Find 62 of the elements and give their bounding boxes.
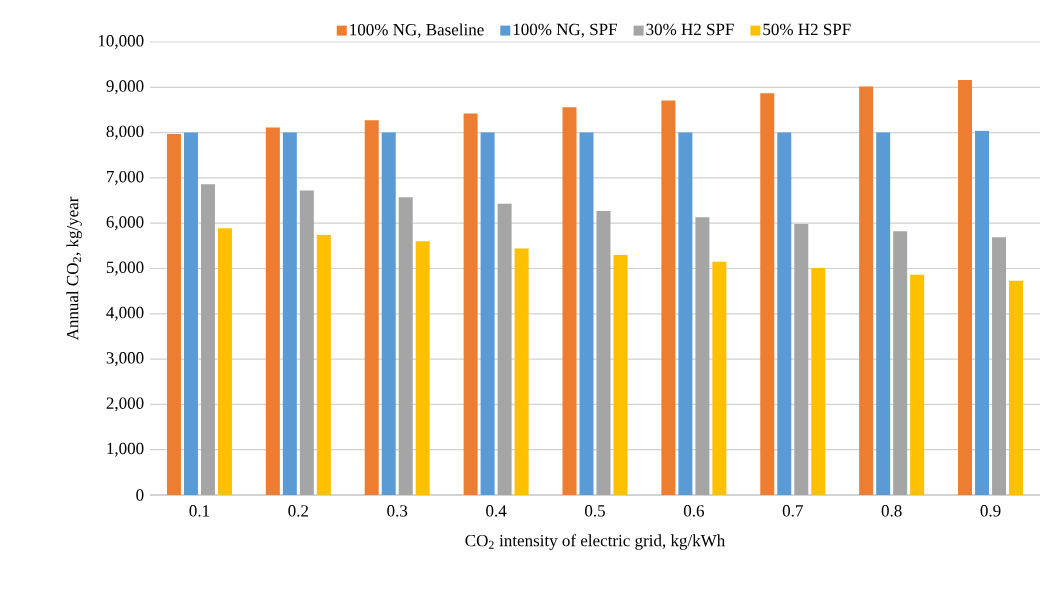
y-axis-title: Annual CO$_{2}$, kg/year: [66, 196, 82, 341]
bar: [183, 132, 198, 495]
x-tick-label: 0.1: [189, 505, 210, 517]
bar: [794, 224, 809, 495]
bar: [596, 210, 611, 495]
y-tick-label: 6,000: [106, 216, 144, 231]
bar: [613, 254, 628, 495]
bar: [661, 100, 676, 495]
bar: [514, 248, 529, 495]
bar: [579, 132, 594, 495]
y-tick-label: 2,000: [106, 397, 144, 412]
bar: [958, 80, 973, 495]
y-tick-label: 5,000: [106, 261, 144, 276]
y-tick-label: 10,000: [98, 35, 144, 49]
bar: [678, 132, 693, 495]
x-tick-label: 0.9: [980, 505, 1001, 517]
legend-label: 30% H2 SPF: [646, 23, 734, 36]
x-tick-label: 0.6: [683, 505, 705, 517]
bar: [398, 197, 413, 495]
bar: [463, 113, 478, 495]
bar: [265, 127, 280, 495]
bar: [1009, 280, 1024, 495]
bar: [760, 93, 775, 495]
x-tick-label: 0.2: [288, 505, 309, 517]
y-tick-label: 9,000: [106, 80, 144, 95]
x-tick-label: 0.5: [585, 505, 605, 517]
bar: [992, 237, 1007, 495]
y-tick-label: 4,000: [106, 306, 144, 321]
bar: [497, 203, 512, 495]
bar: [480, 132, 495, 495]
bar: [316, 234, 331, 495]
bar: [299, 190, 314, 495]
bar: [893, 231, 908, 495]
y-tick-label: 8,000: [106, 125, 144, 140]
bar: [859, 86, 874, 495]
legend-label: 100% NG, Baseline: [350, 23, 484, 38]
bar: [975, 130, 990, 495]
bar: [876, 132, 891, 495]
x-tick-label: 0.4: [486, 505, 507, 517]
bar: [712, 261, 727, 495]
bar: [695, 217, 710, 495]
legend-label: 100% NG, SPF: [513, 23, 617, 38]
bar: [217, 228, 232, 495]
y-tick-label: 3,000: [106, 352, 144, 367]
bar: [381, 132, 396, 495]
bar: [166, 133, 181, 495]
bar: [364, 120, 379, 495]
bar: [282, 132, 297, 495]
legend-label: 50% H2 SPF: [763, 23, 851, 36]
x-axis-title: CO$_{2}$ intensity of electric grid, kg/kWh: [465, 534, 726, 550]
x-tick-label: 0.3: [387, 505, 408, 517]
bar: [910, 274, 925, 495]
y-tick-label: 0: [136, 489, 144, 501]
bar: [562, 107, 577, 495]
y-tick-label: 1,000: [107, 442, 144, 457]
y-tick-label: 7,000: [107, 170, 144, 185]
x-tick-label: 0.7: [782, 505, 803, 517]
bar: [777, 132, 792, 495]
bar: [811, 268, 826, 495]
bar: [200, 184, 215, 495]
bar: [415, 241, 430, 495]
x-tick-label: 0.8: [881, 505, 902, 517]
